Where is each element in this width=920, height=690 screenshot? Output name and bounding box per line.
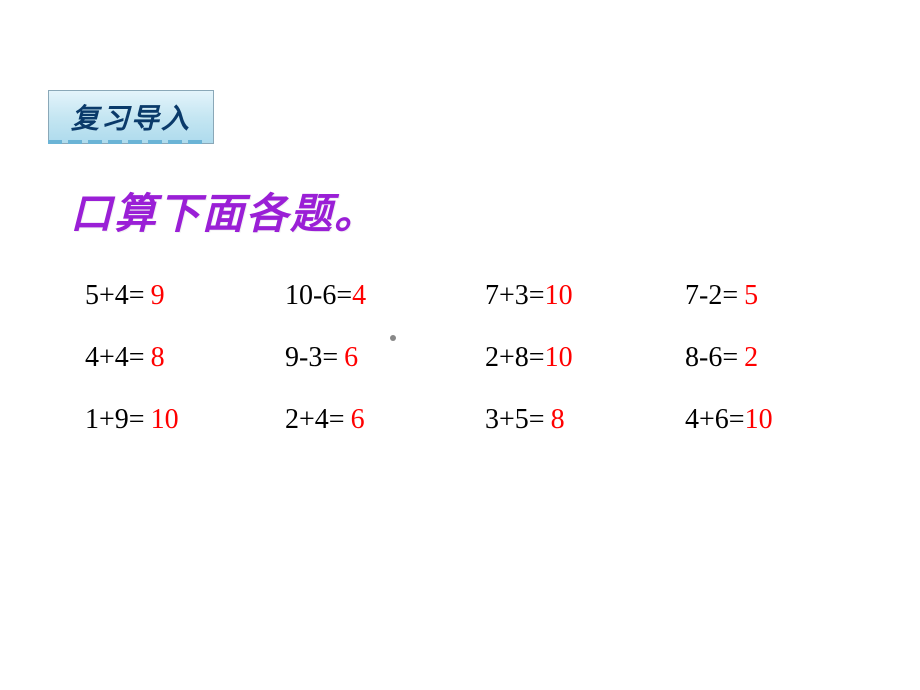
equation-cell: 7+3=10	[485, 280, 685, 312]
equation-grid: 5+4=9 10-6=4 7+3=10 7-2=5 4+4=8 9-3=6 2+…	[85, 280, 865, 436]
equation-cell: 3+5=8	[485, 404, 685, 436]
equation-expr: 2+8=	[485, 342, 545, 373]
dash-segment	[168, 140, 182, 144]
equation-answer: 8	[151, 342, 165, 373]
equation-cell: 9-3=6	[285, 342, 485, 374]
dash-underline	[48, 140, 202, 144]
equation-expr: 8-6=	[685, 342, 738, 373]
equation-expr: 5+4=	[85, 280, 145, 311]
equation-expr: 7-2=	[685, 280, 738, 311]
equation-answer: 10	[151, 404, 179, 435]
equation-expr: 10-6=	[285, 280, 352, 311]
equation-answer: 4	[352, 280, 366, 311]
dash-segment	[88, 140, 102, 144]
equation-expr: 4+4=	[85, 342, 145, 373]
dash-segment	[68, 140, 82, 144]
equation-answer: 10	[745, 404, 773, 435]
equation-answer: 10	[545, 280, 573, 311]
equation-answer: 5	[744, 280, 758, 311]
dash-segment	[188, 140, 202, 144]
equation-cell: 2+4=6	[285, 404, 485, 436]
equation-answer: 10	[545, 342, 573, 373]
equation-answer: 9	[151, 280, 165, 311]
dash-segment	[48, 140, 62, 144]
review-badge: 复习导入	[48, 90, 214, 144]
equation-cell: 4+4=8	[85, 342, 285, 374]
equation-expr: 1+9=	[85, 404, 145, 435]
equation-expr: 9-3=	[285, 342, 338, 373]
equation-cell: 1+9=10	[85, 404, 285, 436]
equation-cell: 8-6=2	[685, 342, 865, 374]
equation-expr: 4+6=	[685, 404, 745, 435]
equation-expr: 3+5=	[485, 404, 545, 435]
equation-cell: 2+8=10	[485, 342, 685, 374]
equation-cell: 5+4=9	[85, 280, 285, 312]
equation-answer: 2	[744, 342, 758, 373]
equation-answer: 6	[344, 342, 358, 373]
dash-segment	[108, 140, 122, 144]
equation-cell: 10-6=4	[285, 280, 485, 312]
equation-cell: 7-2=5	[685, 280, 865, 312]
equation-answer: 8	[551, 404, 565, 435]
equation-expr: 2+4=	[285, 404, 345, 435]
equation-expr: 7+3=	[485, 280, 545, 311]
equation-cell: 4+6=10	[685, 404, 865, 436]
equation-answer: 6	[351, 404, 365, 435]
dash-segment	[128, 140, 142, 144]
dash-segment	[148, 140, 162, 144]
subtitle: 口算下面各题。	[70, 180, 378, 241]
